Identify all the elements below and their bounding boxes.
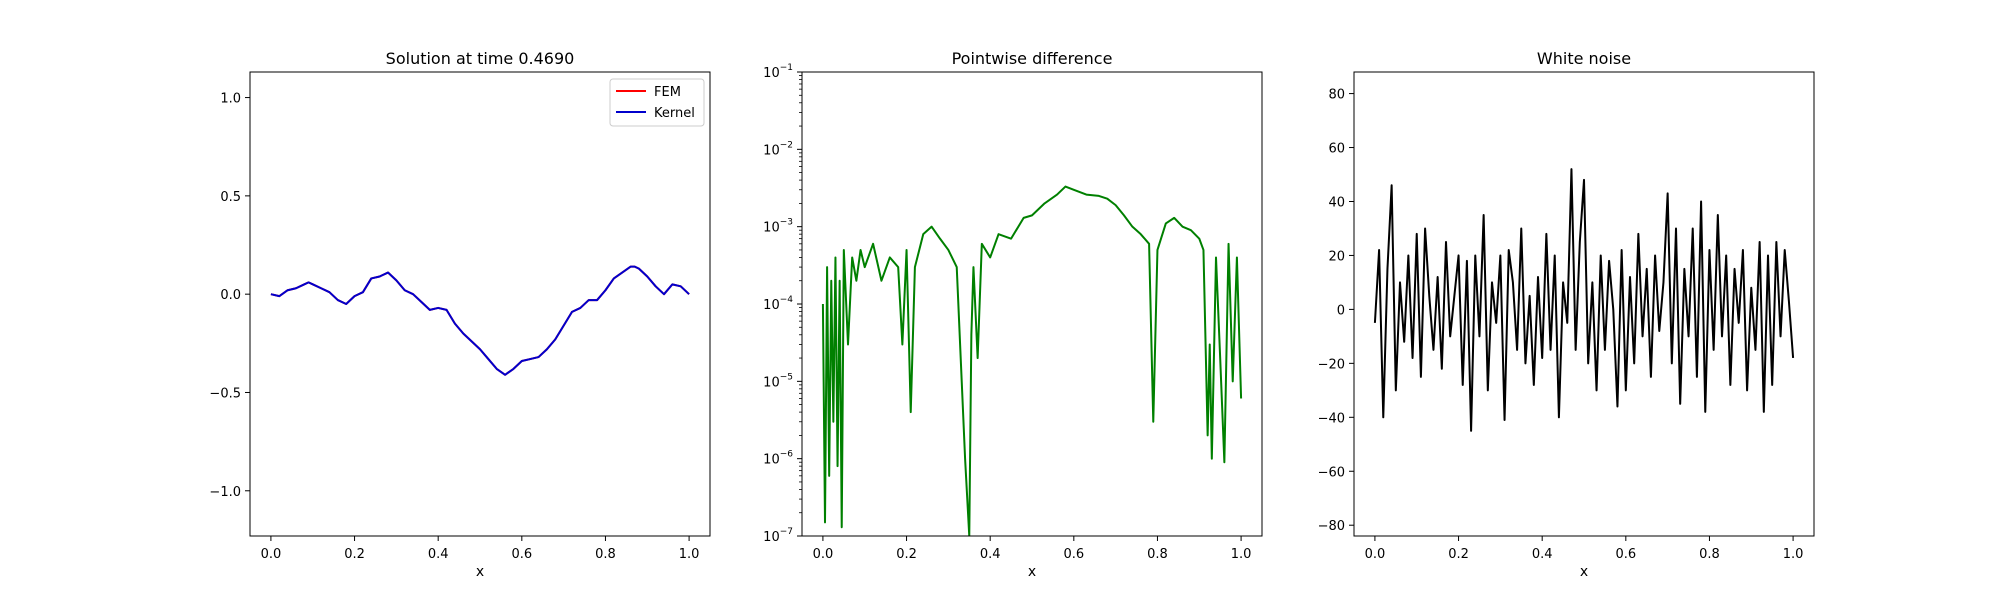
y-tick-label: 10−5 bbox=[763, 372, 793, 390]
plot-area bbox=[821, 185, 1243, 536]
legend-label-fem: FEM bbox=[654, 85, 681, 100]
series-line-fem bbox=[270, 265, 690, 376]
x-axis-label: x bbox=[476, 564, 484, 580]
y-tick-label: 10−2 bbox=[763, 140, 793, 158]
x-tick-label: 0.2 bbox=[1448, 547, 1469, 562]
axis-ticks: 0.0 0.2 0.4 0.6 0.8 1.0 −1.0 −0.5 0.0 0.5 1.0 bbox=[209, 92, 699, 562]
y-tick-label: 0.5 bbox=[220, 190, 241, 205]
axes-frame bbox=[249, 71, 711, 537]
axes-frame bbox=[801, 71, 1263, 537]
y-tick-label: 20 bbox=[1328, 249, 1345, 264]
series-line-series bbox=[821, 185, 1243, 536]
x-tick-label: 0.4 bbox=[1532, 547, 1553, 562]
axes-frame bbox=[1353, 71, 1815, 537]
x-tick-label: 0.2 bbox=[344, 547, 365, 562]
panel-title: Pointwise difference bbox=[952, 49, 1113, 68]
x-tick-label: 0.6 bbox=[511, 547, 532, 562]
legend-label-kernel: Kernel bbox=[654, 106, 695, 121]
y-tick-label: 60 bbox=[1328, 142, 1345, 157]
x-axis-label: x bbox=[1580, 564, 1588, 580]
series-line-kernel bbox=[270, 265, 690, 376]
y-tick-label: −40 bbox=[1318, 411, 1345, 426]
panel-title: White noise bbox=[1537, 49, 1631, 68]
y-tick-label: −1.0 bbox=[209, 485, 241, 500]
x-tick-label: 0.6 bbox=[1615, 547, 1636, 562]
x-tick-label: 0.0 bbox=[1365, 547, 1386, 562]
x-tick-label: 0.0 bbox=[813, 547, 834, 562]
x-tick-label: 0.8 bbox=[1699, 547, 1720, 562]
y-tick-label: −60 bbox=[1318, 465, 1345, 480]
panel-solution: Solution at time 0.4690 0.0 0.2 0.4 0.6 0.8 1… bbox=[209, 49, 711, 580]
plot-area bbox=[270, 265, 690, 376]
y-tick-label: 10−6 bbox=[763, 450, 793, 468]
x-tick-label: 0.2 bbox=[896, 547, 917, 562]
x-tick-label: 0.8 bbox=[595, 547, 616, 562]
x-axis-label: x bbox=[1028, 564, 1036, 580]
axis-ticks: 0.0 0.2 0.4 0.6 0.8 1.0 −80 −60 −40 −20 0 20 40 60 80 bbox=[1318, 88, 1804, 562]
y-tick-label: −20 bbox=[1318, 357, 1345, 372]
x-tick-label: 1.0 bbox=[679, 547, 700, 562]
x-tick-label: 1.0 bbox=[1231, 547, 1252, 562]
y-tick-label: 0.0 bbox=[220, 288, 241, 303]
panel-pointwise-difference: Pointwise difference 0.0 0.2 0.4 0.6 0.8 1.0 1… bbox=[763, 49, 1263, 580]
y-tick-label: 40 bbox=[1328, 195, 1345, 210]
panel-title: Solution at time 0.4690 bbox=[386, 49, 575, 68]
axis-ticks: 0.0 0.2 0.4 0.6 0.8 1.0 10−7 10−6 10−5 10−4 10−3 10… bbox=[763, 63, 1251, 562]
legend: FEM Kernel bbox=[609, 78, 705, 127]
panel-white-noise: White noise 0.0 0.2 0.4 0.6 0.8 1.0 −80 −60 −40 −… bbox=[1318, 49, 1815, 580]
y-tick-label: 10−4 bbox=[763, 295, 793, 313]
x-tick-label: 0.6 bbox=[1063, 547, 1084, 562]
y-tick-label: 10−3 bbox=[763, 218, 793, 236]
y-tick-label: 10−1 bbox=[763, 63, 793, 81]
x-tick-label: 0.4 bbox=[428, 547, 449, 562]
series-line-series bbox=[1373, 168, 1795, 432]
y-tick-label: −0.5 bbox=[209, 386, 241, 401]
x-tick-label: 1.0 bbox=[1783, 547, 1804, 562]
x-tick-label: 0.8 bbox=[1147, 547, 1168, 562]
y-tick-label: −80 bbox=[1318, 519, 1345, 534]
y-tick-label: 80 bbox=[1328, 88, 1345, 103]
y-tick-label: 10−7 bbox=[763, 527, 793, 545]
x-tick-label: 0.0 bbox=[261, 547, 282, 562]
plot-area bbox=[1373, 168, 1795, 432]
y-tick-label: 0 bbox=[1337, 303, 1345, 318]
y-tick-label: 1.0 bbox=[220, 92, 241, 107]
x-tick-label: 0.4 bbox=[980, 547, 1001, 562]
